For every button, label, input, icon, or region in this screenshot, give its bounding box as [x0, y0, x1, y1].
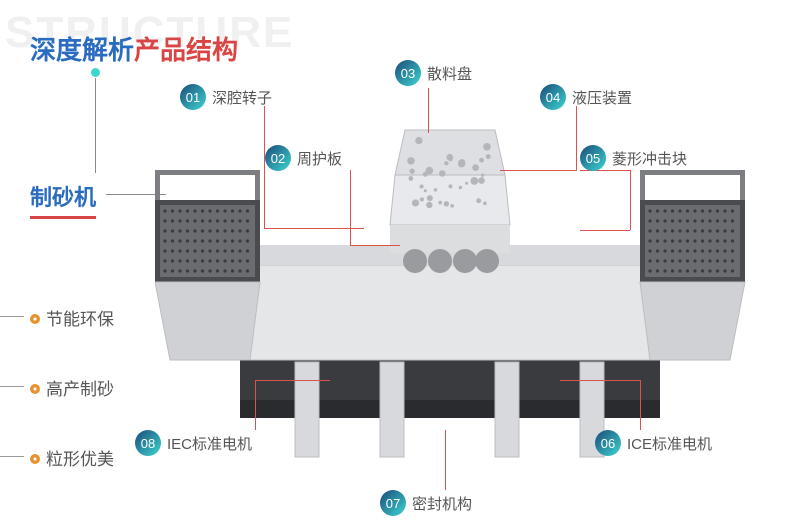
callout-label: 散料盘 [427, 63, 472, 84]
title-part2: 产品结构 [134, 35, 238, 65]
callout-label: IEC标准电机 [167, 433, 252, 454]
leader-line [560, 380, 640, 381]
feature-2: 高产制砂 [30, 375, 114, 400]
callout-label: 菱形冲击块 [612, 148, 687, 169]
callout-03: 03 散料盘 [395, 60, 472, 86]
leader-line [255, 380, 330, 381]
leader-line [445, 430, 446, 490]
leader-line [350, 245, 400, 246]
callout-number: 06 [595, 430, 621, 456]
callout-01: 01 深腔转子 [180, 84, 272, 110]
callout-label: 密封机构 [412, 493, 472, 514]
feature-label: 节能环保 [46, 310, 114, 329]
callout-number: 08 [135, 430, 161, 456]
callout-number: 05 [580, 145, 606, 171]
leader-line [630, 170, 631, 230]
leader-line [264, 228, 364, 229]
callout-number: 02 [265, 145, 291, 171]
callout-02: 02 周护板 [265, 145, 342, 171]
leader-line [428, 88, 429, 133]
leader-line [350, 170, 351, 245]
callout-04: 04 液压装置 [540, 84, 632, 110]
callout-number: 07 [380, 490, 406, 516]
bullet-icon [30, 454, 40, 464]
title-part1: 深度解析 [30, 35, 134, 65]
feature-label: 粒形优美 [46, 450, 114, 469]
feature-1: 节能环保 [30, 305, 114, 330]
callout-label: 周护板 [297, 148, 342, 169]
main-title: 深度解析产品结构 [30, 30, 238, 67]
leader-line [640, 380, 641, 430]
feature-3: 粒形优美 [30, 445, 114, 470]
callout-08: 08 IEC标准电机 [135, 430, 252, 456]
callout-number: 04 [540, 84, 566, 110]
callout-label: 深腔转子 [212, 87, 272, 108]
callout-07: 07 密封机构 [380, 490, 472, 516]
leader-line [580, 230, 630, 231]
callout-05: 05 菱形冲击块 [580, 145, 687, 171]
bullet-icon [30, 314, 40, 324]
decorative-dot [91, 68, 100, 77]
leader-line [500, 170, 576, 171]
callout-06: 06 ICE标准电机 [595, 430, 712, 456]
leader-line [576, 106, 577, 171]
decorative-line [95, 78, 96, 173]
callout-number: 03 [395, 60, 421, 86]
callout-label: 液压装置 [572, 87, 632, 108]
bullet-icon [30, 384, 40, 394]
callout-number: 01 [180, 84, 206, 110]
callout-label: ICE标准电机 [627, 433, 712, 454]
feature-label: 高产制砂 [46, 380, 114, 399]
leader-line [255, 380, 256, 430]
product-name: 制砂机 [30, 180, 96, 219]
